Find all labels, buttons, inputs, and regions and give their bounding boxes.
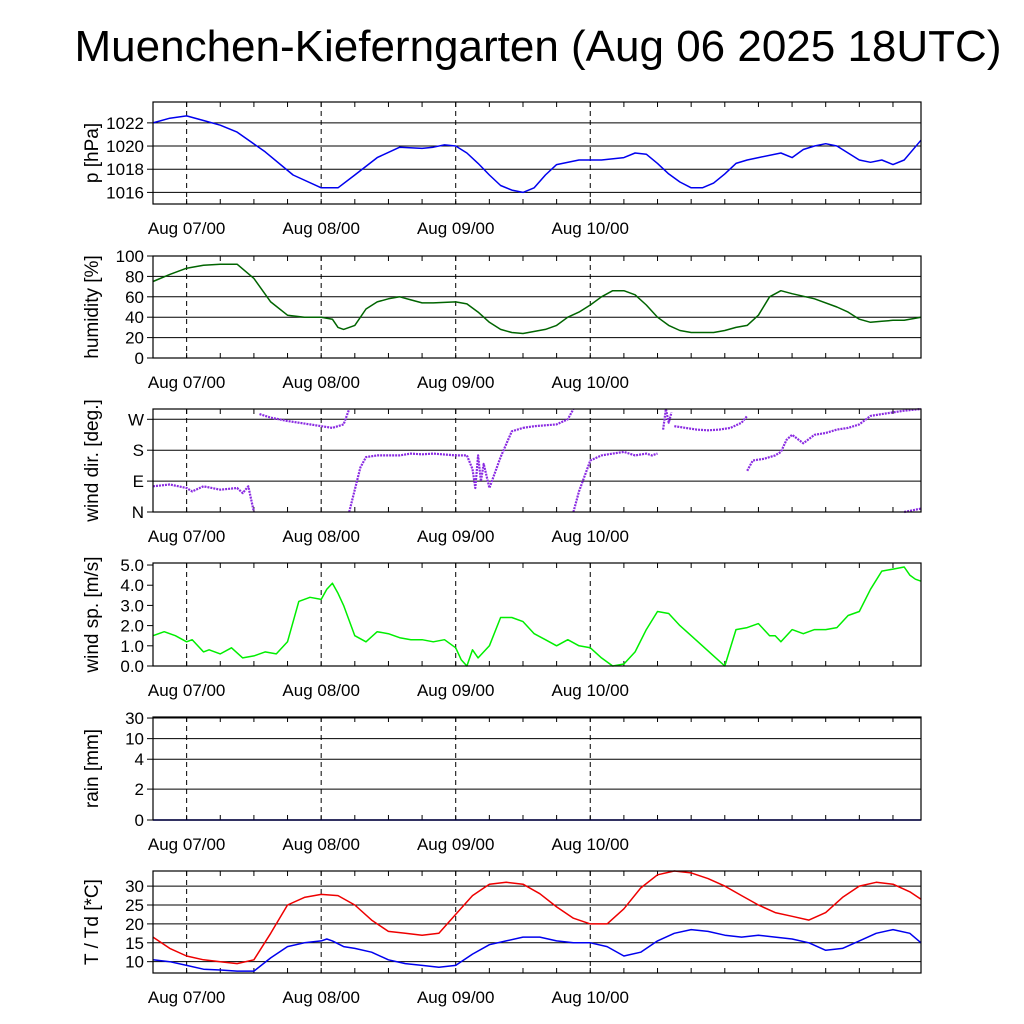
y-tick-label: 80 — [125, 267, 144, 286]
y-tick-label: 15 — [125, 934, 144, 953]
series-line-2 — [152, 483, 255, 513]
y-tick-label: 1018 — [106, 160, 144, 179]
x-tick-label: Aug 10/00 — [551, 527, 629, 546]
y-tick-label: 40 — [125, 308, 144, 327]
y-tick-label: 100 — [116, 247, 144, 266]
y-tick-label: 30 — [125, 709, 144, 728]
y-tick-label: 0 — [135, 811, 144, 830]
x-tick-label: Aug 10/00 — [551, 988, 629, 1007]
x-tick-label: Aug 07/00 — [148, 988, 226, 1007]
y-tick-label: 20 — [125, 329, 144, 348]
y-tick-label: 1.0 — [120, 637, 144, 656]
y-axis-label: p [hPa] — [82, 123, 103, 183]
x-tick-label: Aug 09/00 — [417, 835, 495, 854]
series-line-2 — [572, 450, 658, 513]
y-tick-label: 2.0 — [120, 617, 144, 636]
series-td — [152, 928, 922, 972]
y-tick-label: 20 — [125, 915, 144, 934]
x-tick-label: Aug 09/00 — [417, 527, 495, 546]
panel-frame — [152, 562, 922, 667]
y-tick-label: 0.0 — [120, 657, 144, 676]
panel-frame — [152, 870, 922, 974]
x-tick-label: Aug 08/00 — [282, 219, 360, 238]
series-line-2 — [746, 407, 922, 472]
y-tick-label: 25 — [125, 896, 144, 915]
panel-frame — [152, 408, 922, 513]
y-tick-label: N — [132, 503, 144, 522]
x-tick-label: Aug 09/00 — [417, 373, 495, 392]
series-line-1 — [152, 263, 922, 335]
y-tick-label: S — [133, 441, 144, 460]
series-line-0 — [152, 115, 922, 194]
y-axis-label: T / Td [*C] — [82, 879, 103, 965]
x-tick-label: Aug 07/00 — [148, 527, 226, 546]
page-title: Muenchen-Kieferngarten (Aug 06 2025 18UT… — [74, 22, 1002, 71]
x-tick-label: Aug 08/00 — [282, 373, 360, 392]
y-axis-label: humidity [%] — [82, 255, 103, 358]
y-tick-label: 1016 — [106, 183, 144, 202]
series-line-2 — [348, 426, 524, 513]
y-tick-label: 1020 — [106, 137, 144, 156]
y-tick-label: 1022 — [106, 114, 144, 133]
y-tick-label: 10 — [125, 730, 144, 749]
y-axis-label: rain [mm] — [82, 729, 103, 808]
y-tick-label: 0 — [135, 349, 144, 368]
panel-frame — [152, 255, 922, 359]
series-line-2 — [522, 408, 575, 429]
y-tick-label: 4 — [135, 750, 144, 769]
y-tick-label: 10 — [125, 953, 144, 972]
series-line-2 — [259, 408, 351, 429]
x-tick-label: Aug 10/00 — [551, 373, 629, 392]
y-tick-label: 2 — [135, 780, 144, 799]
y-tick-label: 5.0 — [120, 556, 144, 575]
series-line-2 — [674, 415, 749, 432]
x-tick-label: Aug 07/00 — [148, 681, 226, 700]
y-tick-label: 4.0 — [120, 576, 144, 595]
x-tick-label: Aug 10/00 — [551, 835, 629, 854]
panel-frame — [152, 716, 922, 821]
x-tick-label: Aug 10/00 — [551, 219, 629, 238]
x-tick-label: Aug 07/00 — [148, 219, 226, 238]
x-tick-label: Aug 10/00 — [551, 681, 629, 700]
y-tick-label: 60 — [125, 288, 144, 307]
x-tick-label: Aug 07/00 — [148, 835, 226, 854]
y-tick-label: 30 — [125, 877, 144, 896]
x-tick-label: Aug 09/00 — [417, 681, 495, 700]
x-tick-label: Aug 09/00 — [417, 219, 495, 238]
y-axis-label: wind sp. [m/s] — [82, 556, 103, 673]
y-tick-label: W — [128, 410, 144, 429]
series-line-3 — [152, 566, 922, 667]
x-tick-label: Aug 08/00 — [282, 681, 360, 700]
y-axis-label: wind dir. [deg.] — [82, 399, 103, 523]
x-tick-label: Aug 08/00 — [282, 988, 360, 1007]
y-tick-label: 3.0 — [120, 596, 144, 615]
series-line-2 — [662, 407, 673, 430]
panel-frame — [152, 101, 922, 205]
x-tick-label: Aug 09/00 — [417, 988, 495, 1007]
x-tick-label: Aug 08/00 — [282, 527, 360, 546]
series-t — [152, 870, 922, 965]
x-tick-label: Aug 08/00 — [282, 835, 360, 854]
y-tick-label: E — [133, 472, 144, 491]
x-tick-label: Aug 07/00 — [148, 373, 226, 392]
